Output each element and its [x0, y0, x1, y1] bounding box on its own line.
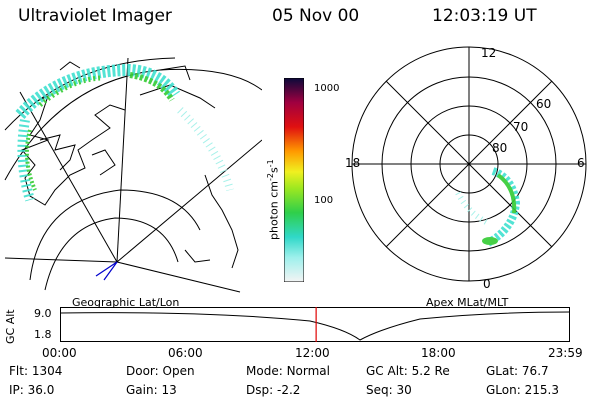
mode-value: Normal — [286, 364, 330, 378]
instrument-title: Ultraviolet Imager — [18, 6, 172, 26]
gc-alt-value: 5.2 Re — [411, 364, 450, 378]
mlat-label-80: 80 — [492, 141, 508, 155]
door-info: Door: Open — [126, 364, 195, 378]
colorbar-tick-1000: 1000 — [314, 83, 340, 94]
time-tick-1200: 12:00 — [295, 346, 330, 360]
glon-info: GLon: 215.3 — [486, 383, 559, 397]
gain-value: 13 — [161, 383, 177, 397]
mlat-label-60: 60 — [536, 97, 552, 111]
altitude-tick-low: 1.8 — [34, 328, 52, 341]
geographic-map — [4, 57, 262, 293]
intensity-colorbar — [284, 78, 304, 282]
altitude-axis-label: GC Alt — [4, 309, 17, 344]
apex-panel-label: Apex MLat/MLT — [426, 296, 509, 309]
gc-alt-info: GC Alt: 5.2 Re — [366, 364, 450, 378]
mlt-label-6: 6 — [577, 156, 585, 170]
flight-value: 1304 — [31, 364, 63, 378]
glat-value: 76.7 — [521, 364, 549, 378]
glon-value: 215.3 — [524, 383, 559, 397]
mlt-label-0: 0 — [483, 277, 491, 291]
geographic-panel-label: Geographic Lat/Lon — [72, 296, 180, 309]
mlt-label-12: 12 — [481, 46, 497, 60]
altitude-tick-high: 9.0 — [34, 307, 52, 320]
mode-info: Mode: Normal — [246, 364, 330, 378]
image-date: 05 Nov 00 — [272, 6, 360, 26]
ip-info: IP: 36.0 — [9, 383, 55, 397]
dsp-value: -2.2 — [276, 383, 301, 397]
time-tick-2359: 23:59 — [548, 346, 583, 360]
time-tick-1800: 18:00 — [421, 346, 456, 360]
time-tick-0000: 00:00 — [42, 346, 77, 360]
time-tick-0600: 06:00 — [168, 346, 203, 360]
flight-info: Flt: 1304 — [9, 364, 63, 378]
dsp-info: Dsp: -2.2 — [246, 383, 301, 397]
door-value: Open — [162, 364, 195, 378]
glat-info: GLat: 76.7 — [486, 364, 549, 378]
mlat-label-70: 70 — [513, 120, 529, 134]
colorbar-tick-100: 100 — [314, 195, 334, 206]
colorbar-unit-label: photon cm-2s-1 — [266, 159, 281, 240]
seq-info: Seq: 30 — [366, 383, 412, 397]
image-time: 12:03:19 UT — [432, 6, 537, 26]
ip-value: 36.0 — [27, 383, 55, 397]
apex-polar-plot — [351, 46, 587, 282]
mlt-label-18: 18 — [345, 156, 361, 170]
gain-info: Gain: 13 — [126, 383, 177, 397]
altitude-timeline-plot — [60, 307, 570, 342]
seq-value: 30 — [396, 383, 412, 397]
